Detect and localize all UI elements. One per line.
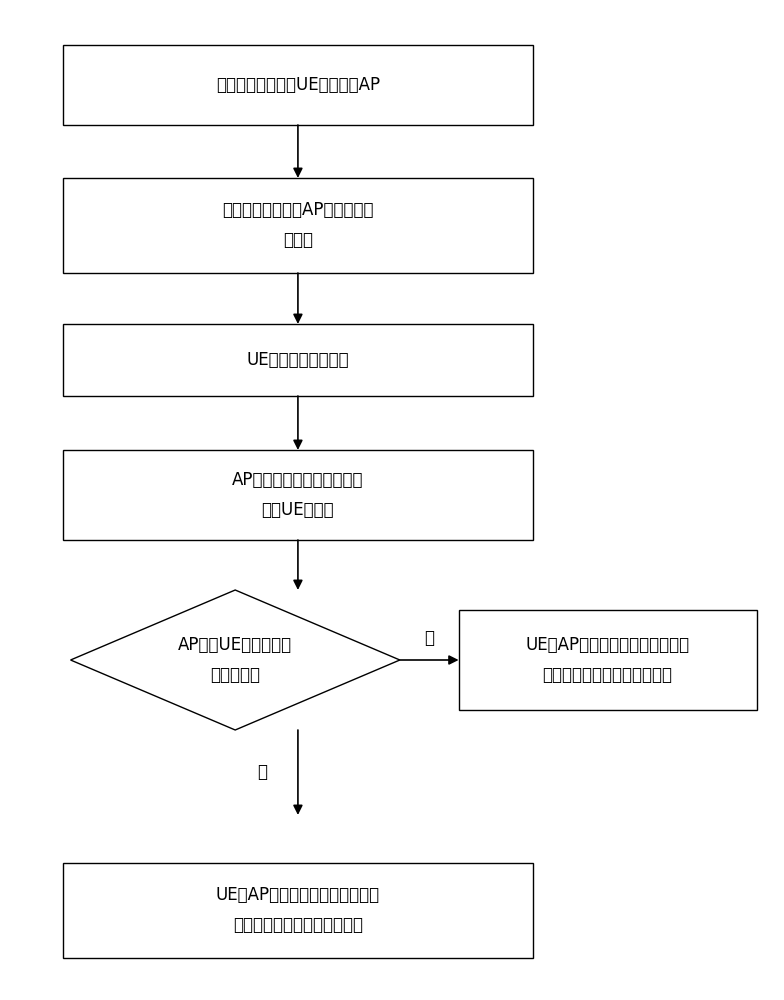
Bar — [459, 610, 757, 710]
Text: UE发送上行导频信号: UE发送上行导频信号 — [247, 351, 349, 369]
Text: 离对比，进行上行功率的控制: 离对比，进行上行功率的控制 — [543, 666, 673, 684]
Text: UE将AP计算得到的距离与平均距: UE将AP计算得到的距离与平均距 — [216, 886, 380, 904]
Bar — [63, 450, 533, 540]
Text: 离对比，进行上行功率的控制: 离对比，进行上行功率的控制 — [233, 916, 363, 934]
Text: AP接收上行导频信号并计算: AP接收上行导频信号并计算 — [232, 471, 364, 489]
Bar — [63, 178, 533, 272]
Bar — [63, 862, 533, 958]
Polygon shape — [71, 590, 400, 730]
Text: 个接入用户: 个接入用户 — [210, 666, 260, 684]
Text: 与该UE的距离: 与该UE的距离 — [262, 501, 334, 519]
Bar — [63, 45, 533, 125]
Text: 初始化：第一步，UE请求接入AP: 初始化：第一步，UE请求接入AP — [216, 76, 380, 94]
Text: UE将AP计算得到的距离与基准距: UE将AP计算得到的距离与基准距 — [525, 636, 690, 654]
Text: 是: 是 — [424, 629, 434, 647]
Text: 均信息: 均信息 — [283, 231, 313, 249]
Text: 否: 否 — [258, 764, 267, 782]
Text: AP判断UE是否是第一: AP判断UE是否是第一 — [178, 636, 292, 654]
Bar — [63, 324, 533, 396]
Text: 初始化：第二步，AP更新系统平: 初始化：第二步，AP更新系统平 — [222, 201, 374, 219]
